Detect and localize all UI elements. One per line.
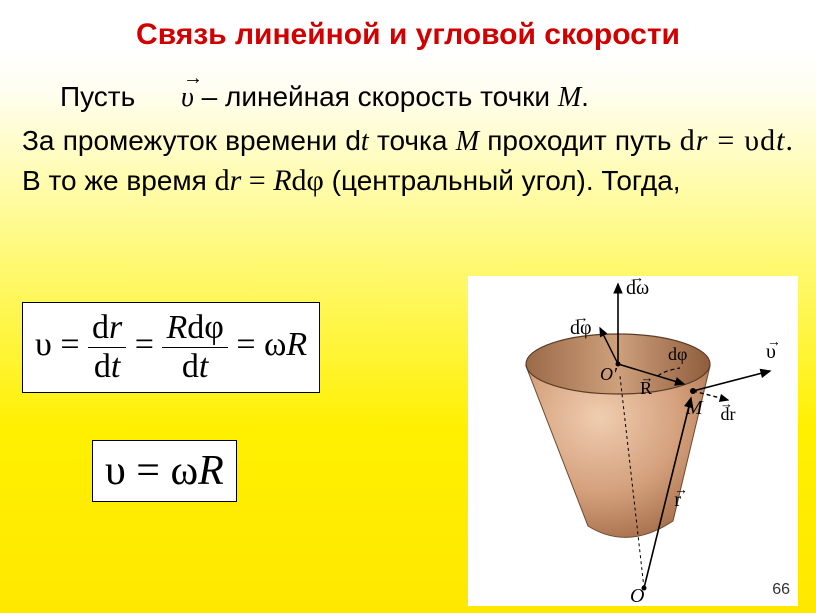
eq-frac2: Rdφdt — [162, 309, 227, 386]
text-za: За промежуток времени d — [22, 125, 361, 156]
label-O: O — [630, 585, 644, 606]
eq-eq1: = — [52, 326, 88, 363]
label-dphi-vec: dφ → — [570, 311, 597, 339]
text-pust: Пусть — [60, 81, 143, 112]
symbol-M-1: М — [558, 82, 581, 113]
eq-frac1: drdt — [88, 309, 126, 386]
paragraph-1: Пусть υ→ – линейная скорость точки М. — [0, 78, 816, 117]
text-sametime: В то же время — [22, 165, 215, 196]
text-tochka: точка — [369, 125, 456, 156]
equation-main-box: υ = drdt = Rdφdt = ωR — [22, 302, 320, 393]
label-Oprime: O′ — [600, 364, 618, 384]
label-v: υ → — [766, 335, 781, 363]
eq-dr-vdt: dr = υdt. — [680, 124, 794, 157]
eq2-R: R — [198, 448, 224, 494]
slide-title: Связь линейной и угловой скорости — [0, 0, 816, 52]
text-central-angle: (центральный угол). Тогда, — [332, 165, 681, 196]
text-lin-speed: – линейная скорость точки — [202, 81, 558, 112]
eq-lhs: υ — [35, 326, 52, 363]
label-dr: dr → — [720, 396, 740, 424]
eq-eq3: = ω — [228, 326, 287, 363]
equation-short: υ = ωR — [105, 448, 224, 494]
symbol-M-2: М — [456, 126, 479, 157]
eq-dr-rdphi: dr = Rdφ — [215, 164, 324, 197]
label-dw: dω → — [626, 276, 654, 299]
figure-cone: dω → dφ → O′ R → dφ M υ → dr → — [468, 276, 798, 606]
equation-short-box: υ = ωR — [92, 440, 237, 502]
text-period-1: . — [581, 81, 589, 112]
page-number: 66 — [772, 581, 790, 599]
label-dphi-angle: dφ — [668, 344, 687, 364]
equation-main: υ = drdt = Rdφdt = ωR — [35, 326, 307, 363]
text-passes: проходит путь — [479, 125, 680, 156]
label-r: r → — [674, 483, 688, 511]
paragraph-2: За промежуток времени dt точка М проходи… — [0, 121, 816, 202]
eq-eq2: = — [126, 326, 162, 363]
symbol-t-1: t — [361, 126, 369, 157]
eq-R: R — [286, 326, 307, 363]
eq2-lhs: υ = ω — [105, 448, 198, 494]
figure-svg: dω → dφ → O′ R → dφ M υ → dr → — [468, 276, 798, 606]
symbol-v-vector: υ→ — [143, 79, 194, 117]
